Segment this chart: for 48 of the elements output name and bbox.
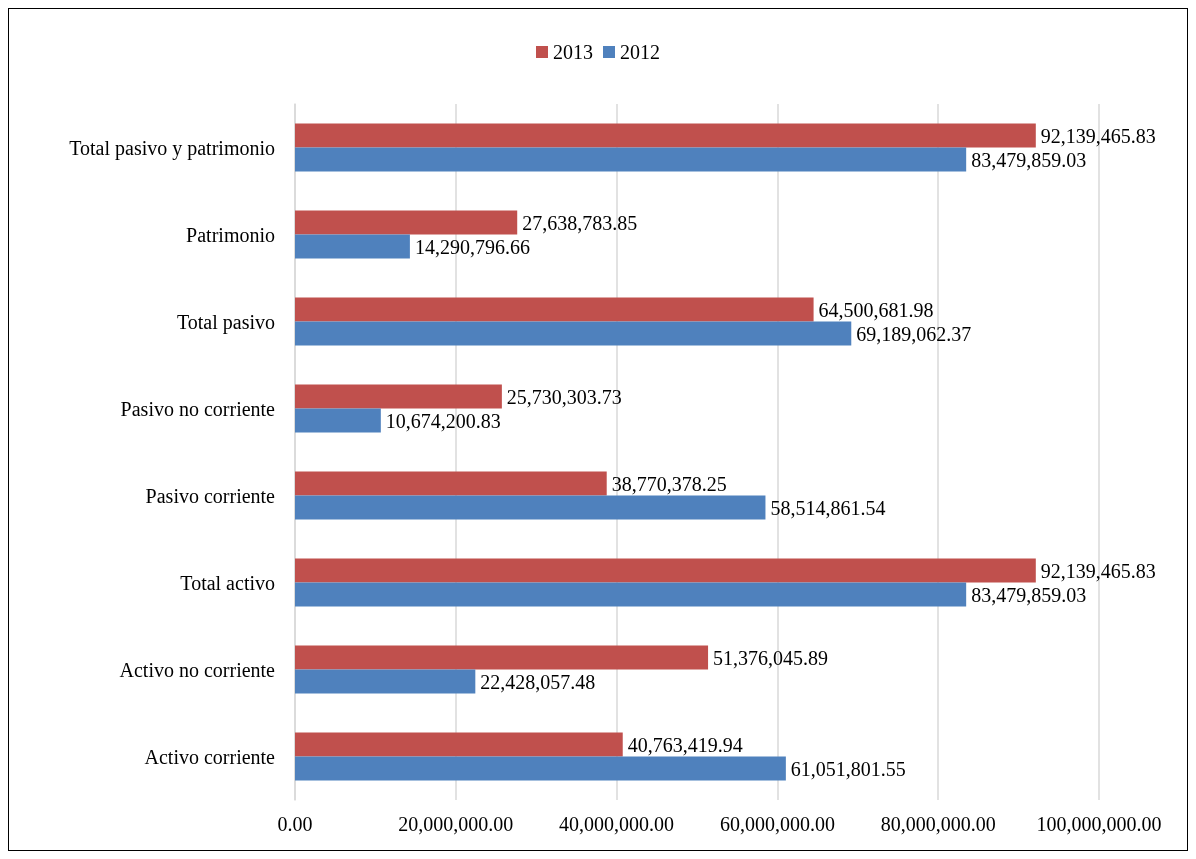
legend-label: 2012 [620,41,660,63]
bar [295,297,814,322]
x-tick-label: 0.00 [277,813,313,835]
data-label: 69,189,062.37 [856,322,972,345]
data-label: 92,139,465.83 [1040,559,1156,582]
bar [295,321,852,346]
data-label: 83,479,859.03 [971,583,1087,606]
x-tick-label: 20,000,000.00 [398,813,514,835]
y-tick-label: Total pasivo y patrimonio [69,136,275,160]
bar [295,471,607,496]
bar [295,645,709,670]
data-label: 38,770,378.25 [611,472,727,495]
bar [295,756,786,781]
data-label: 61,051,801.55 [790,757,906,780]
data-label: 25,730,303.73 [506,385,622,408]
y-tick-label: Pasivo no corriente [120,397,276,420]
bar [295,147,967,172]
y-tick-label: Activo no corriente [119,658,276,681]
y-tick-label: Patrimonio [186,223,275,246]
data-label: 14,290,796.66 [414,235,530,258]
bar [295,669,476,694]
bar [295,582,967,607]
bar [295,384,502,409]
data-label: 58,514,861.54 [770,496,886,519]
data-label: 22,428,057.48 [480,670,596,693]
bar [295,495,766,520]
y-tick-label: Total activo [180,571,275,594]
legend-label: 2013 [553,41,593,63]
data-label: 40,763,419.94 [627,733,743,756]
bar [295,558,1036,583]
data-label: 92,139,465.83 [1040,124,1156,147]
bar [295,234,410,259]
data-label: 10,674,200.83 [385,409,501,432]
data-label: 83,479,859.03 [971,148,1087,171]
x-tick-label: 40,000,000.00 [559,813,675,835]
data-label: 64,500,681.98 [818,298,934,321]
x-tick-label: 100,000,000.00 [1036,813,1162,835]
bar [295,408,381,433]
data-label: 27,638,783.85 [522,211,638,234]
bar [295,732,623,757]
y-tick-label: Pasivo corriente [145,484,276,507]
y-tick-label: Total pasivo [176,310,275,334]
x-tick-label: 60,000,000.00 [719,813,835,835]
y-tick-label: Activo corriente [144,745,276,768]
data-label: 51,376,045.89 [713,646,829,669]
bar [295,123,1036,148]
x-tick-label: 80,000,000.00 [880,813,996,835]
bar [295,210,518,235]
